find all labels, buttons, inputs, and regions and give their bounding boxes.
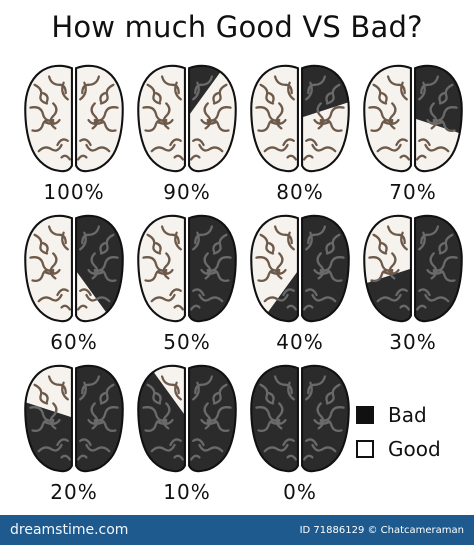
percent-label: 80% bbox=[276, 180, 324, 204]
percent-label: 10% bbox=[163, 480, 211, 504]
legend-item-good: Good bbox=[356, 432, 441, 466]
footer-brand: dreamstime.com bbox=[10, 522, 129, 538]
brain-item: 0% bbox=[244, 362, 356, 504]
brain-icon bbox=[137, 364, 237, 473]
brain-icon bbox=[24, 64, 124, 173]
brain-icon bbox=[250, 364, 350, 473]
brain-icon bbox=[363, 214, 463, 323]
brain-item: 70% bbox=[357, 62, 469, 204]
percent-label: 100% bbox=[43, 180, 105, 204]
legend-label-bad: Bad bbox=[388, 403, 427, 427]
percent-label: 40% bbox=[276, 330, 324, 354]
percent-label: 90% bbox=[163, 180, 211, 204]
percent-label: 50% bbox=[163, 330, 211, 354]
brain-item: 10% bbox=[131, 362, 243, 504]
footer-info: ID 71886129 © Chatcameraman bbox=[299, 524, 464, 536]
page-title: How much Good VS Bad? bbox=[51, 10, 423, 44]
brain-item: 100% bbox=[18, 62, 130, 204]
watermark-footer: dreamstime.com ID 71886129 © Chatcameram… bbox=[0, 515, 474, 545]
brain-item: 90% bbox=[131, 62, 243, 204]
legend: Bad Good bbox=[356, 398, 441, 466]
brain-icon bbox=[363, 64, 463, 173]
percent-label: 20% bbox=[50, 480, 98, 504]
percent-label: 0% bbox=[283, 480, 317, 504]
percent-label: 70% bbox=[389, 180, 437, 204]
brain-icon bbox=[24, 214, 124, 323]
good-swatch bbox=[356, 440, 374, 458]
brain-grid: 100% 90% 80% 70% 60% 50% 40% 30% 20% 10% 0% bbox=[18, 62, 469, 504]
legend-label-good: Good bbox=[388, 437, 441, 461]
brain-icon bbox=[24, 364, 124, 473]
brain-icon bbox=[250, 64, 350, 173]
brain-item: 60% bbox=[18, 212, 130, 354]
brain-icon bbox=[137, 214, 237, 323]
brain-icon bbox=[250, 214, 350, 323]
brain-item: 50% bbox=[131, 212, 243, 354]
brain-item: 40% bbox=[244, 212, 356, 354]
legend-item-bad: Bad bbox=[356, 398, 441, 432]
brain-icon bbox=[137, 64, 237, 173]
percent-label: 60% bbox=[50, 330, 98, 354]
bad-swatch bbox=[356, 406, 374, 424]
percent-label: 30% bbox=[389, 330, 437, 354]
brain-item: 20% bbox=[18, 362, 130, 504]
brain-item: 80% bbox=[244, 62, 356, 204]
brain-item: 30% bbox=[357, 212, 469, 354]
